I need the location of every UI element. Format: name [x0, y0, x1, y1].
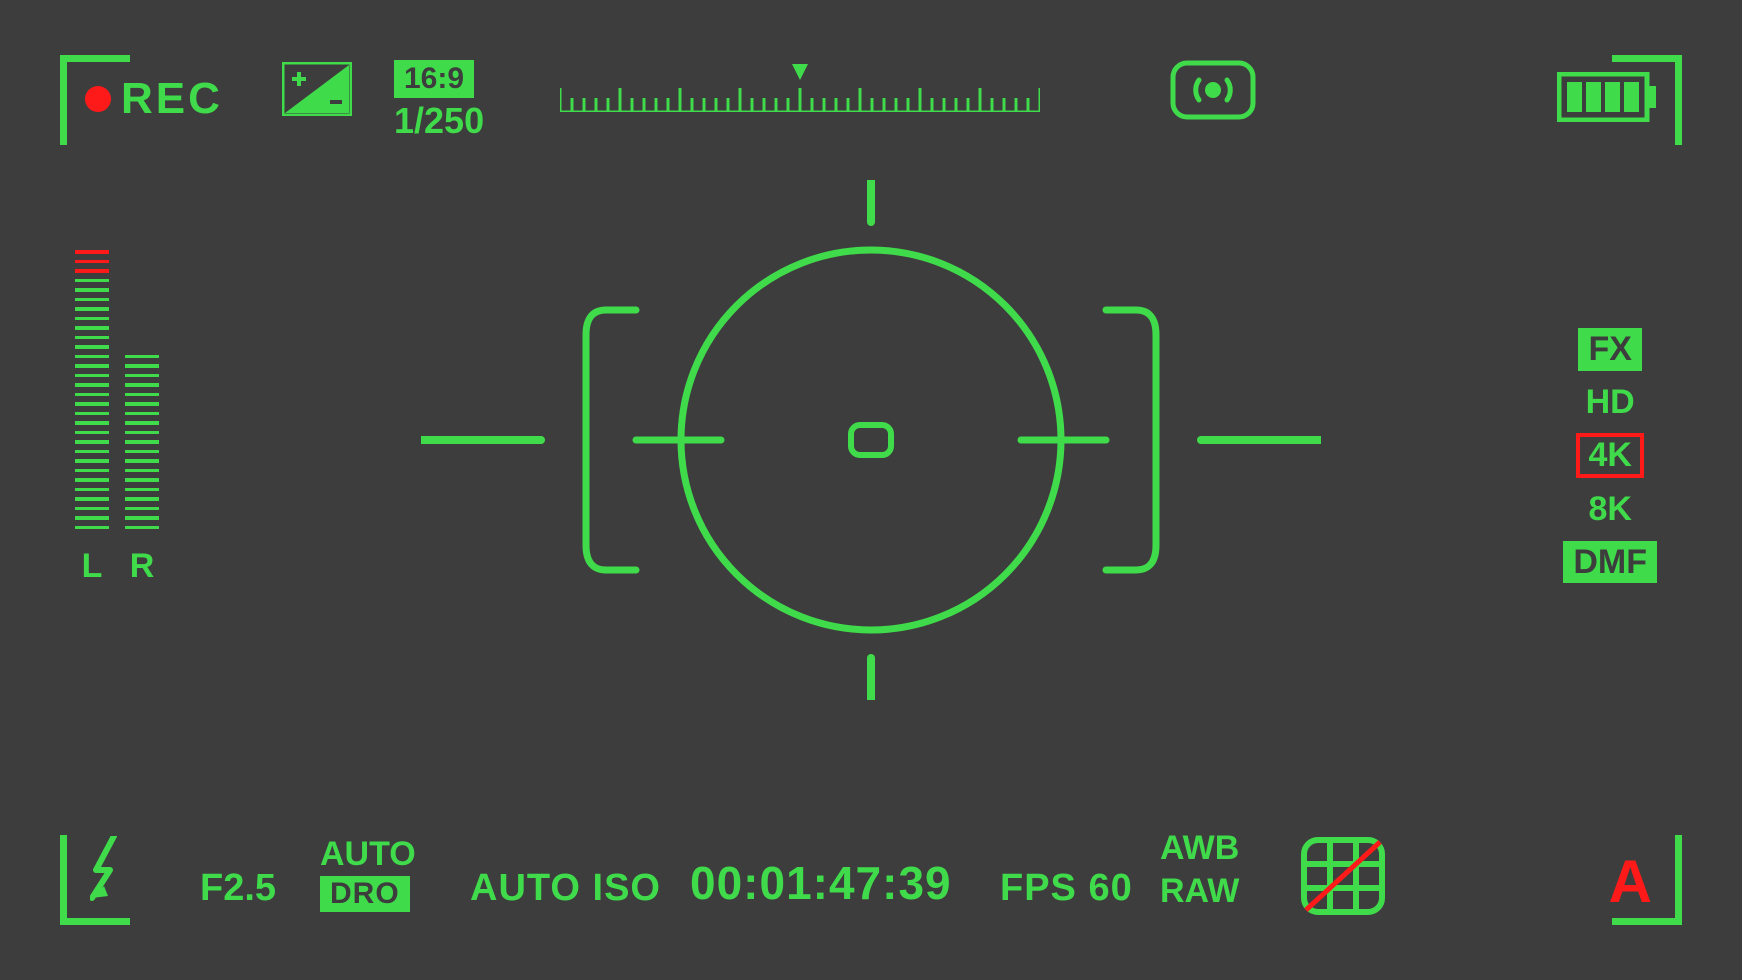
mode-hd[interactable]: HD: [1576, 381, 1645, 424]
auto-label: AUTO: [320, 835, 416, 874]
shooting-mode-letter[interactable]: A: [1609, 847, 1652, 916]
grid-disabled-icon[interactable]: [1300, 836, 1386, 916]
battery-icon: [1557, 72, 1657, 122]
timecode: 00:01:47:39: [690, 856, 952, 910]
exposure-ruler[interactable]: [560, 62, 1040, 112]
auto-dro-block[interactable]: AUTO DRO: [320, 835, 416, 912]
record-indicator[interactable]: REC: [85, 74, 223, 124]
iso-value[interactable]: AUTO ISO: [470, 867, 661, 910]
raw-label: RAW: [1160, 870, 1239, 913]
mode-8k[interactable]: 8K: [1578, 488, 1641, 531]
focus-reticle: [421, 180, 1321, 700]
audio-channel-left: [75, 250, 109, 529]
record-label: REC: [121, 74, 223, 124]
audio-right-label: R: [125, 547, 159, 586]
mode-dmf[interactable]: DMF: [1563, 541, 1657, 584]
record-dot-icon: [85, 86, 111, 112]
mode-fx[interactable]: FX: [1578, 328, 1641, 371]
audio-channel-right: [125, 250, 159, 529]
aspect-ratio-badge: 16:9: [394, 60, 474, 98]
audio-level-meter: L R: [75, 250, 165, 586]
resolution-mode-list: FX HD 4K 8K DMF: [1563, 328, 1657, 583]
aperture-value[interactable]: F2.5: [200, 867, 276, 910]
flash-icon[interactable]: [90, 836, 128, 908]
metering-mode-icon[interactable]: [1170, 60, 1256, 120]
shutter-speed: 1/250: [394, 100, 484, 142]
mode-4k[interactable]: 4K: [1576, 433, 1643, 478]
dro-badge: DRO: [320, 876, 410, 912]
awb-raw-block[interactable]: AWB RAW: [1160, 827, 1239, 912]
fps-value[interactable]: FPS 60: [1000, 867, 1133, 910]
awb-label: AWB: [1160, 827, 1239, 870]
exposure-comp-icon[interactable]: [282, 62, 352, 116]
audio-left-label: L: [75, 547, 109, 586]
aspect-shutter-block[interactable]: 16:9 1/250: [394, 60, 484, 142]
